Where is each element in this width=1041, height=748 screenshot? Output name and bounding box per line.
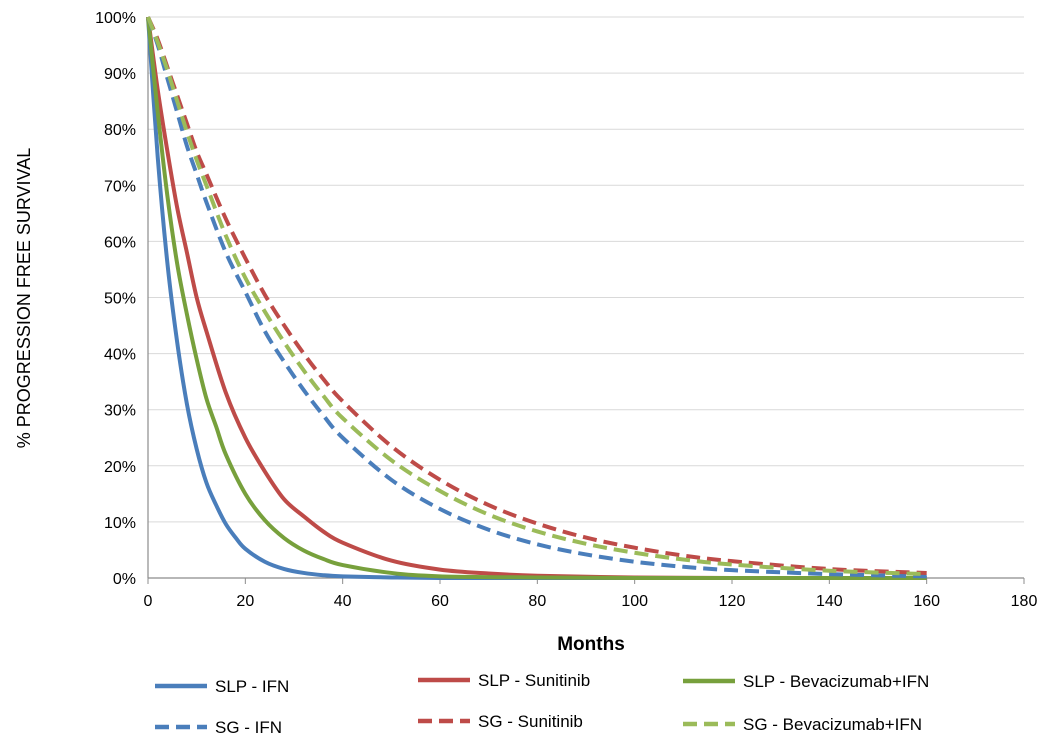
legend-label: SG - Sunitinib [478, 712, 583, 731]
x-tick-label: 40 [334, 593, 352, 610]
legend-item-slp-bevacizumab-ifn: SLP - Bevacizumab+IFN [683, 672, 929, 691]
legend-item-sg-bevacizumab-ifn: SG - Bevacizumab+IFN [683, 715, 922, 734]
legend-item-sg-ifn: SG - IFN [155, 718, 282, 737]
legend-item-slp-ifn: SLP - IFN [155, 677, 289, 696]
y-tick-label: 90% [104, 66, 136, 83]
x-tick-label: 120 [719, 593, 746, 610]
y-tick-label: 10% [104, 515, 136, 532]
legend-item-sg-sunitinib: SG - Sunitinib [418, 712, 583, 731]
series-lines [146, 16, 927, 581]
legend-item-slp-sunitinib: SLP - Sunitinib [418, 671, 590, 690]
y-tick-label: 50% [104, 291, 136, 308]
x-tick-label: 140 [816, 593, 843, 610]
x-tick-label: 160 [913, 593, 940, 610]
y-tick-label: 100% [95, 10, 136, 27]
legend-label: SLP - IFN [215, 677, 289, 696]
y-tick-labels: 0% 10% 20% 30% 40% 50% 60% 70% 80% 90% 100% [95, 10, 136, 588]
y-tick-label: 30% [104, 403, 136, 420]
series-line-sg-ifn [146, 16, 927, 579]
x-tick-label: 100 [621, 593, 648, 610]
series-line-sg-sunitinib [146, 16, 927, 575]
x-tick-label: 20 [236, 593, 254, 610]
legend-label: SG - Bevacizumab+IFN [743, 715, 922, 734]
y-axis-title: % PROGRESSION FREE SURVIVAL [14, 148, 34, 448]
legend-label: SLP - Sunitinib [478, 671, 590, 690]
legend: SLP - IFN SLP - Sunitinib SLP - Bevacizuma… [155, 671, 929, 737]
y-tick-label: 80% [104, 122, 136, 139]
y-tick-label: 20% [104, 459, 136, 476]
y-tick-label: 0% [113, 571, 136, 588]
gridlines [148, 16, 1024, 523]
x-tick-label: 180 [1011, 593, 1038, 610]
y-tick-label: 60% [104, 234, 136, 251]
x-tick-labels: 0 20 40 60 80 100 120 140 160 180 [144, 578, 1038, 610]
x-tick-label: 80 [528, 593, 546, 610]
legend-label: SLP - Bevacizumab+IFN [743, 672, 929, 691]
x-tick-label: 60 [431, 593, 449, 610]
x-axis-title: Months [557, 634, 625, 655]
legend-label: SG - IFN [215, 718, 282, 737]
series-line-sg-bevacizumab-ifn [146, 16, 927, 577]
x-tick-label: 0 [144, 593, 153, 610]
y-tick-label: 70% [104, 178, 136, 195]
y-tick-label: 40% [104, 347, 136, 364]
series-line-slp-bevacizumab-ifn [146, 16, 927, 581]
